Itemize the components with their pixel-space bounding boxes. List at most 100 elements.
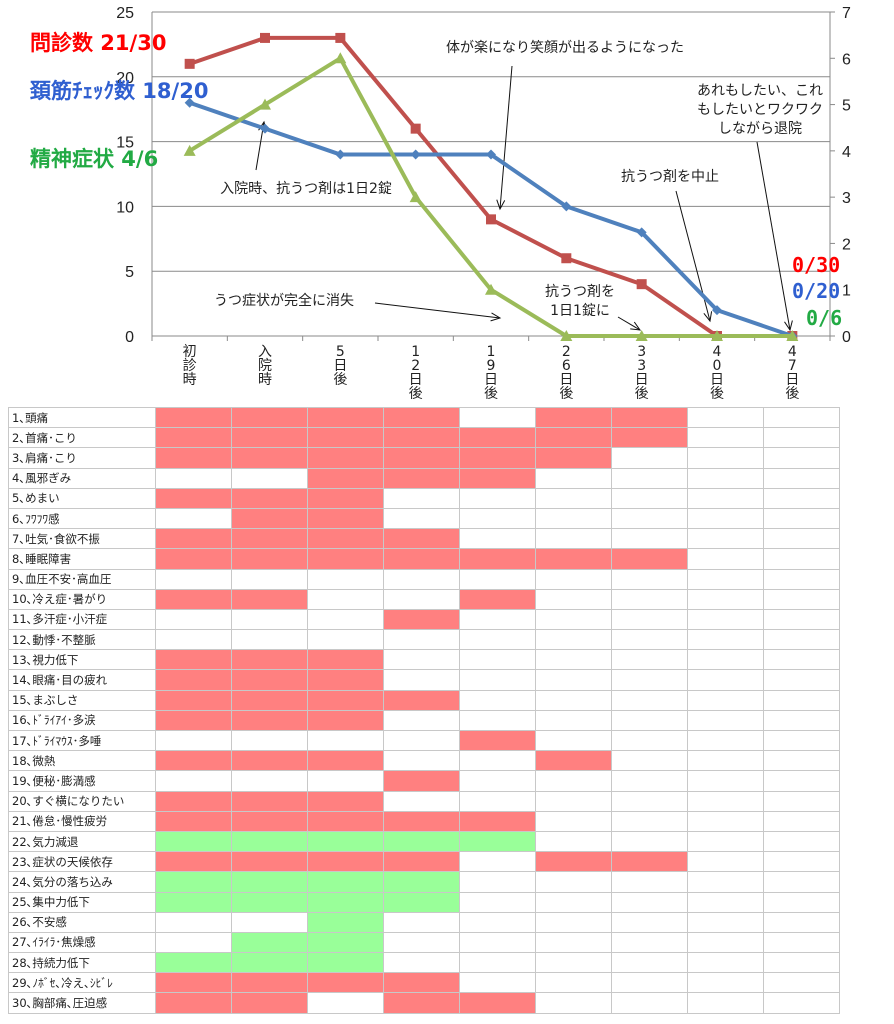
table-row: 17､ﾄﾞﾗｲﾏｳｽ･多唾	[8, 729, 840, 752]
end-label: 0/20	[792, 279, 840, 303]
symptom-present-cell	[155, 427, 232, 449]
symptom-absent-cell	[535, 467, 612, 489]
symptom-absent-cell	[687, 871, 764, 893]
symptom-present-cell	[535, 851, 612, 873]
x-tick-char: 入	[258, 344, 272, 360]
table-row: 20､すぐ横になりたい	[8, 790, 840, 812]
symptom-absent-cell	[687, 467, 764, 489]
symptom-absent-cell	[687, 507, 764, 530]
symptom-present-cell	[307, 467, 384, 489]
symptom-absent-cell	[383, 931, 460, 954]
symptom-absent-cell	[611, 911, 688, 933]
left-tick-label: 0	[125, 329, 134, 346]
symptom-absent-cell	[687, 447, 764, 469]
symptom-absent-cell	[459, 528, 536, 550]
symptom-present-cell	[155, 528, 232, 550]
symptom-absent-cell	[611, 770, 688, 792]
symptom-absent-cell	[535, 871, 612, 893]
annotation-line: あれもしたい、これ	[697, 83, 823, 99]
symptom-absent-cell	[763, 447, 840, 469]
data-point	[260, 32, 270, 43]
table-row: 19､便秘･膨満感	[8, 770, 840, 792]
symptom-absent-cell	[383, 568, 460, 590]
symptom-present-cell	[155, 689, 232, 711]
table-row: 1､頭痛	[8, 406, 840, 429]
symptom-present-cell	[383, 427, 460, 449]
x-tick-char: 2	[562, 344, 571, 360]
symptom-absent-cell	[763, 528, 840, 550]
symptom-absent-cell	[383, 709, 460, 732]
x-tick-char: 後	[785, 386, 799, 402]
symptom-absent-cell	[459, 669, 536, 691]
symptom-absent-cell	[231, 568, 308, 590]
left-tick-label: 20	[116, 70, 134, 87]
x-tick-char: 院	[258, 358, 272, 374]
table-row: 2､首痛･こり	[8, 427, 840, 449]
symptom-present-cell	[231, 851, 308, 873]
symptom-absent-cell	[687, 790, 764, 812]
right-tick-label: 3	[842, 190, 851, 207]
left-tick-label: 10	[116, 199, 134, 216]
symptom-present-cell	[383, 851, 460, 873]
symptom-present-cell	[155, 871, 232, 893]
symptom-absent-cell	[383, 649, 460, 671]
symptom-present-cell	[307, 669, 384, 691]
table-row: 15､まぶしさ	[8, 689, 840, 711]
symptom-absent-cell	[383, 629, 460, 651]
x-tick-label: 入院時	[258, 344, 272, 388]
x-tick-char: 5	[336, 344, 345, 360]
symptom-present-cell	[459, 467, 536, 489]
symptom-present-cell	[611, 406, 688, 429]
symptom-present-cell	[155, 790, 232, 812]
x-tick-char: 4	[713, 344, 722, 360]
x-tick-label: 1 2 日後	[409, 344, 423, 402]
symptom-absent-cell	[459, 649, 536, 671]
x-tick-char: 3	[637, 358, 646, 374]
symptom-absent-cell	[611, 790, 688, 812]
arrow-head	[630, 321, 642, 331]
symptom-absent-cell	[611, 447, 688, 469]
x-tick-char: 後	[409, 386, 423, 402]
symptom-label: 15､まぶしさ	[8, 689, 156, 711]
symptom-present-cell	[155, 669, 232, 691]
right-tick-label: 7	[842, 5, 851, 22]
symptom-absent-cell	[459, 709, 536, 732]
annotation-line: 抗うつ剤を	[545, 284, 615, 300]
symptom-absent-cell	[763, 729, 840, 752]
x-tick-label: 5 日後	[333, 344, 347, 388]
x-tick-char: 時	[183, 372, 197, 388]
end-label: 0/30	[792, 253, 840, 277]
symptom-present-cell	[231, 406, 308, 429]
symptom-absent-cell	[687, 709, 764, 732]
symptom-absent-cell	[611, 891, 688, 913]
symptom-label: 27､ｲﾗｲﾗ･焦燥感	[8, 931, 156, 954]
right-tick-label: 1	[842, 283, 851, 300]
symptom-absent-cell	[459, 790, 536, 812]
symptom-present-cell	[383, 830, 460, 853]
data-point	[334, 52, 347, 64]
symptom-absent-cell	[763, 830, 840, 853]
symptom-absent-cell	[687, 810, 764, 832]
data-point	[335, 149, 346, 160]
symptom-label: 2､首痛･こり	[8, 427, 156, 449]
symptom-present-cell	[459, 427, 536, 449]
annotations: 体が楽になり笑顔が出るようになったあれもしたい、これもしたいとワクワクしながら退…	[214, 40, 823, 319]
symptom-absent-cell	[763, 406, 840, 429]
symptom-absent-cell	[687, 952, 764, 974]
table-row: 29､ﾉﾎﾞｾ､冷え､ｼﾋﾞﾚ	[8, 972, 840, 994]
x-tick-label: 2 6 日後	[559, 344, 573, 402]
annotation-line: 抗うつ剤を中止	[621, 169, 719, 185]
symptom-absent-cell	[535, 649, 612, 671]
symptom-label: 9､血圧不安･高血圧	[8, 568, 156, 590]
x-tick-char: 日	[785, 372, 799, 388]
symptom-absent-cell	[383, 729, 460, 752]
symptom-absent-cell	[307, 629, 384, 651]
symptom-absent-cell	[459, 507, 536, 530]
series-triangle	[183, 52, 799, 341]
symptom-present-cell	[231, 931, 308, 954]
symptom-present-cell	[307, 750, 384, 772]
annotation-text: 入院時、抗うつ剤は1日2錠	[220, 181, 392, 197]
series-layer	[183, 32, 799, 341]
symptom-absent-cell	[383, 952, 460, 974]
data-point	[561, 201, 572, 212]
